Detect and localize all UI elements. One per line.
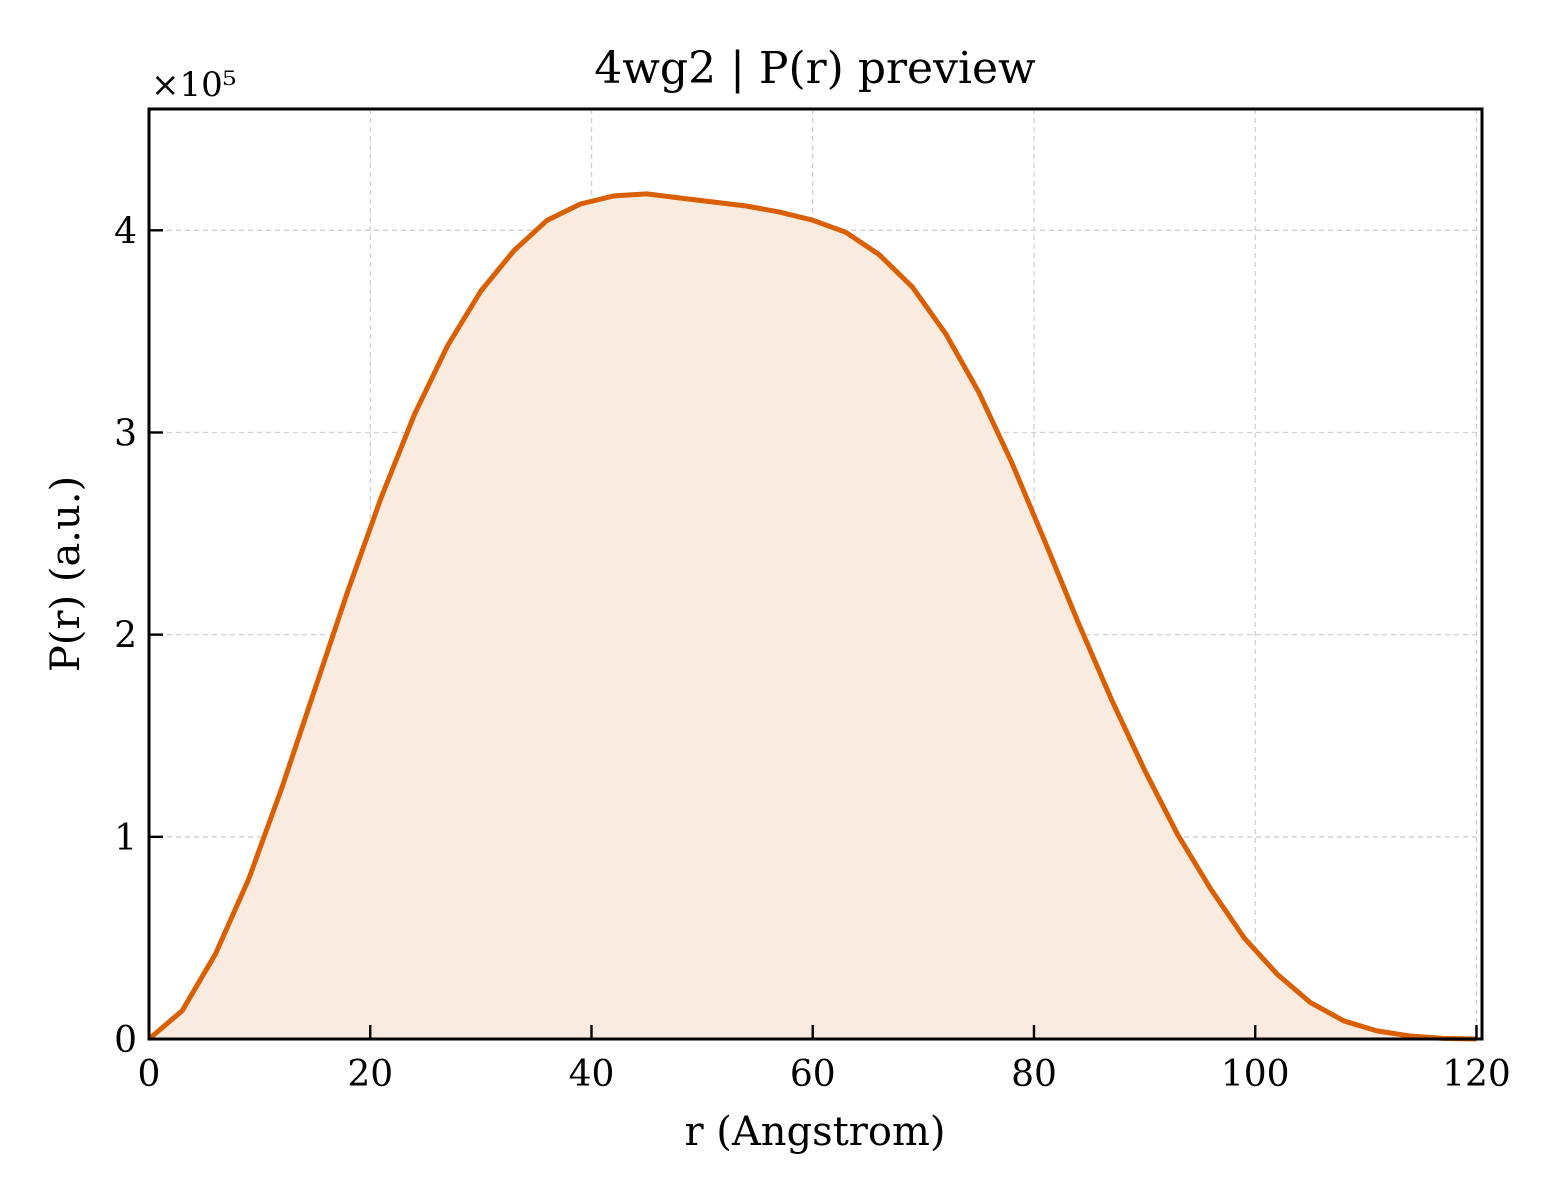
y-tick-label: 2 — [114, 616, 137, 657]
x-tick-label: 120 — [1442, 1054, 1511, 1095]
pr-area-fill — [149, 193, 1477, 1039]
y-axis-label: P(r) (a.u.) — [43, 476, 89, 672]
y-multiplier-label: ×10⁵ — [151, 65, 236, 105]
plot-frame — [147, 107, 1484, 1041]
x-tick-label: 20 — [347, 1054, 393, 1095]
axis-ticks: 0 20 40 60 80 100 120 0 1 2 3 4 — [114, 211, 1511, 1095]
x-tick-label: 60 — [790, 1054, 836, 1095]
chart-title: 4wg2 | P(r) preview — [594, 43, 1036, 94]
y-tick-label: 1 — [114, 818, 137, 859]
y-tick-label: 0 — [114, 1020, 137, 1061]
y-tick-label: 4 — [114, 211, 137, 252]
x-tick-label: 0 — [138, 1054, 161, 1095]
pr-curve-line — [147, 191, 1477, 1042]
x-axis-label: r (Angstrom) — [684, 1109, 945, 1155]
x-tick-label: 100 — [1221, 1054, 1290, 1095]
x-tick-label: 80 — [1011, 1054, 1057, 1095]
x-tick-label: 40 — [569, 1054, 615, 1095]
y-tick-label: 3 — [114, 413, 137, 454]
